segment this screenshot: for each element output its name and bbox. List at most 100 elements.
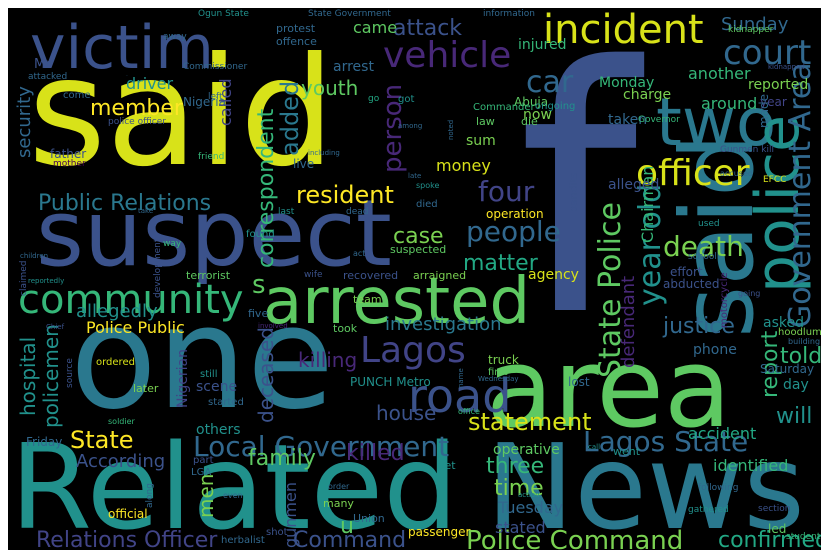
word-motorcycle-vertical: motorcycle [719,272,730,328]
word-identified: identified [713,456,789,475]
word-led: led [768,522,787,536]
word-took: took [333,322,358,335]
word-go: go [368,94,380,104]
word-kidnapped: kidnapped [768,63,805,71]
word-friend: friend [198,152,225,162]
word-relations-officer: Relations Officer [36,528,218,551]
word-police-command: Police Command [466,526,684,550]
word-ordered: ordered [96,357,135,368]
word-charge: charge [623,87,672,103]
word-offence: offence [276,35,317,48]
word-reported: reported [748,77,809,93]
word-wednesday: Wednesday [478,375,519,383]
word-stated: stated [495,518,546,537]
word-year: year [760,95,787,109]
word-take: take [138,207,154,215]
word-security-vertical: security [14,86,35,158]
word-away: away [163,32,187,42]
word-others: others [196,422,241,438]
word-monday: Monday [599,75,655,91]
word-operation: operation [486,207,544,221]
word-friday: Friday [26,435,63,449]
word-shot: shot [266,527,288,538]
word-killed: killed [346,441,405,466]
word-driver: driver [126,74,174,93]
word-office: office [458,407,480,416]
word-accused: accused [720,169,753,178]
word-first: first [488,367,508,378]
word-involved: involved [258,322,288,330]
word-men-vertical: men [194,473,218,518]
word-protest: protest [276,22,316,35]
word-u: u [340,514,354,539]
word-truck: truck [488,353,519,367]
word-among: among [398,122,423,130]
word-victim: victim [30,13,214,83]
word-noted: noted [447,119,455,140]
word-state: State [70,426,134,454]
word-called: called [216,78,235,127]
word-asked: asked [763,315,804,331]
word-vehicle: vehicle [383,35,512,76]
word-money: money [436,156,491,175]
word-one: one [70,276,335,441]
word-investigation: investigation [385,314,502,335]
word-phone: phone [693,342,737,358]
word-information: information [483,9,535,19]
word-officer: officer [636,153,750,194]
word-resident: resident [296,181,394,209]
word-gathered: gathered [688,505,729,515]
word-told: told [780,344,821,369]
word-arrest: arrest [333,59,374,75]
word-team: team [353,293,382,306]
word-state-government: State Government [308,9,391,19]
word-attack: attack [393,16,463,41]
word-two: two [656,84,777,161]
word-part: part [193,455,214,466]
word-going: going [738,289,761,298]
word-live: live [293,157,315,171]
word-union: Union [353,512,385,525]
word-sum: sum [466,133,496,149]
word-lagos: Lagos [360,330,466,371]
word-nigeria: Nigeria [183,95,226,109]
word-arraigned: arraigned [413,269,467,282]
word-last: last [278,207,295,217]
word-added-vertical: added [276,80,304,156]
word-still: still [200,369,218,380]
word-got: got [398,94,415,105]
word-commander: Commander [473,102,535,113]
word-herbalist: herbalist [221,535,265,546]
word-cloud: said f said suspect one Related News are… [8,8,821,550]
word-taken: taken [608,112,648,128]
word-bandits-vertical: bandits [567,172,580,213]
word-community: community [18,277,244,323]
word-law: law [476,115,495,128]
word-family: family [248,446,316,471]
word-police-officer: police officer [108,117,166,127]
word-following: following [698,483,739,493]
word-even: even [223,491,243,500]
word-source-vertical: source [65,358,75,388]
word-road: road [408,369,512,423]
word-gunmen-kill: Gunmen kill [720,145,774,155]
word-hoodlum: hoodlum [778,327,821,338]
word-left: left [208,92,223,102]
word-later: later [133,382,159,395]
word-way: way [163,239,182,249]
word-name: name [457,368,465,388]
word-effort: effort [670,265,703,279]
word-efcc: EFCC [763,175,787,185]
word-operative: operative [493,442,560,458]
word-hospital-vertical: hospital [16,336,40,416]
word-along-vertical: along [145,483,155,508]
word-suspect: suspect [36,180,392,287]
word-official: official [108,507,148,521]
word-correspondent-vertical: correspondent [254,108,279,268]
word-abuja: Abuja [514,95,549,109]
word-incident: incident [543,8,704,53]
word-matter: matter [463,251,538,276]
word-public-relations: Public Relations [38,191,212,216]
word-lagos-state: Lagos State [583,425,749,458]
